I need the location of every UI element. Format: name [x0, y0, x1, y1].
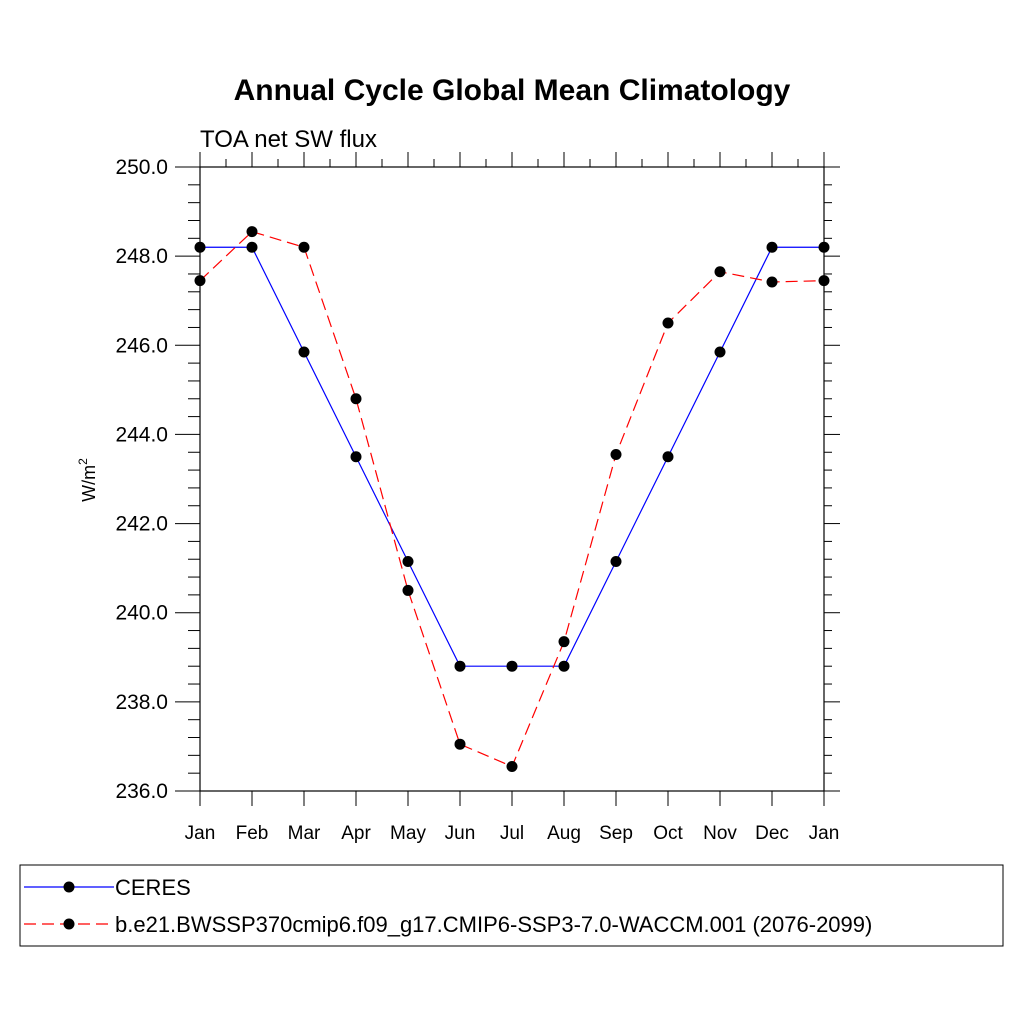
x-tick-label: Jan	[809, 823, 840, 844]
series-1-point	[610, 448, 622, 460]
y-tick-label: 246.0	[115, 334, 168, 357]
series-0-point	[662, 451, 674, 463]
series-1-point	[662, 317, 674, 329]
y-tick-label: 236.0	[115, 780, 168, 803]
series-line-1	[199, 230, 825, 768]
y-tick-label: 240.0	[115, 602, 168, 625]
y-tick-label: 250.0	[115, 156, 168, 179]
x-tick-label: Sep	[599, 823, 633, 844]
series-1-point	[246, 226, 258, 238]
series-1-point	[298, 241, 310, 253]
chart-title: Annual Cycle Global Mean Climatology	[234, 74, 791, 107]
legend-label-1: b.e21.BWSSP370cmip6.f09_g17.CMIP6-SSP3-7…	[115, 912, 872, 937]
x-tick-label: Nov	[703, 823, 737, 844]
series-0-point	[402, 555, 414, 567]
y-tick-label: 238.0	[115, 691, 168, 714]
series-0-point	[610, 555, 622, 567]
series-1-point	[818, 275, 830, 287]
series-0-point	[818, 241, 830, 253]
series-1-point	[194, 275, 206, 287]
y-axis-label-base: W/m	[79, 465, 99, 502]
x-tick-label: Mar	[288, 823, 321, 844]
series-0-point	[558, 660, 570, 672]
y-axis-label-superscript: 2	[76, 458, 90, 465]
chart-subtitle: TOA net SW flux	[200, 126, 377, 153]
series-1-point	[558, 636, 570, 648]
series-0-point	[506, 660, 518, 672]
x-tick-label: Oct	[653, 823, 683, 844]
series-1-point	[402, 584, 414, 596]
legend-swatch-marker-1	[63, 918, 75, 930]
series-1-point	[454, 738, 466, 750]
series-1-point	[506, 760, 518, 772]
series-1-point	[766, 276, 778, 288]
series-0-point	[246, 241, 258, 253]
x-tick-label: Jul	[500, 823, 524, 844]
series-1-point	[714, 266, 726, 278]
legend-box	[19, 864, 1004, 947]
y-axis-label: W/m2	[76, 458, 99, 502]
svg-text:W/m2: W/m2	[76, 458, 99, 502]
series-0-point	[766, 241, 778, 253]
series-0-point	[298, 346, 310, 358]
legend: CERES b.e21.BWSSP370cmip6.f09_g17.CMIP6-S…	[19, 864, 1004, 947]
series-1-point	[350, 393, 362, 405]
x-tick-label: Jan	[185, 823, 216, 844]
y-tick-label: 244.0	[115, 423, 168, 446]
plot-area: 236.0 238.0 240.0 242.0 244.0 246.0 248.0 250.0…	[115, 152, 840, 844]
x-tick-label: Dec	[755, 823, 789, 844]
series-0-point	[454, 660, 466, 672]
x-tick-label: Feb	[236, 823, 269, 844]
y-tick-label: 248.0	[115, 245, 168, 268]
series-line-0	[200, 246, 824, 667]
y-tick-label: 242.0	[115, 513, 168, 536]
series-0-point	[714, 346, 726, 358]
series-0-point	[350, 451, 362, 463]
x-tick-label: Aug	[547, 823, 581, 844]
legend-swatch-marker-0	[63, 881, 75, 893]
plot-frame	[199, 166, 825, 792]
legend-label-0: CERES	[115, 875, 191, 900]
x-tick-label: May	[390, 823, 426, 844]
x-tick-label: Apr	[341, 823, 371, 844]
series-0-point	[194, 241, 206, 253]
x-tick-label: Jun	[445, 823, 476, 844]
